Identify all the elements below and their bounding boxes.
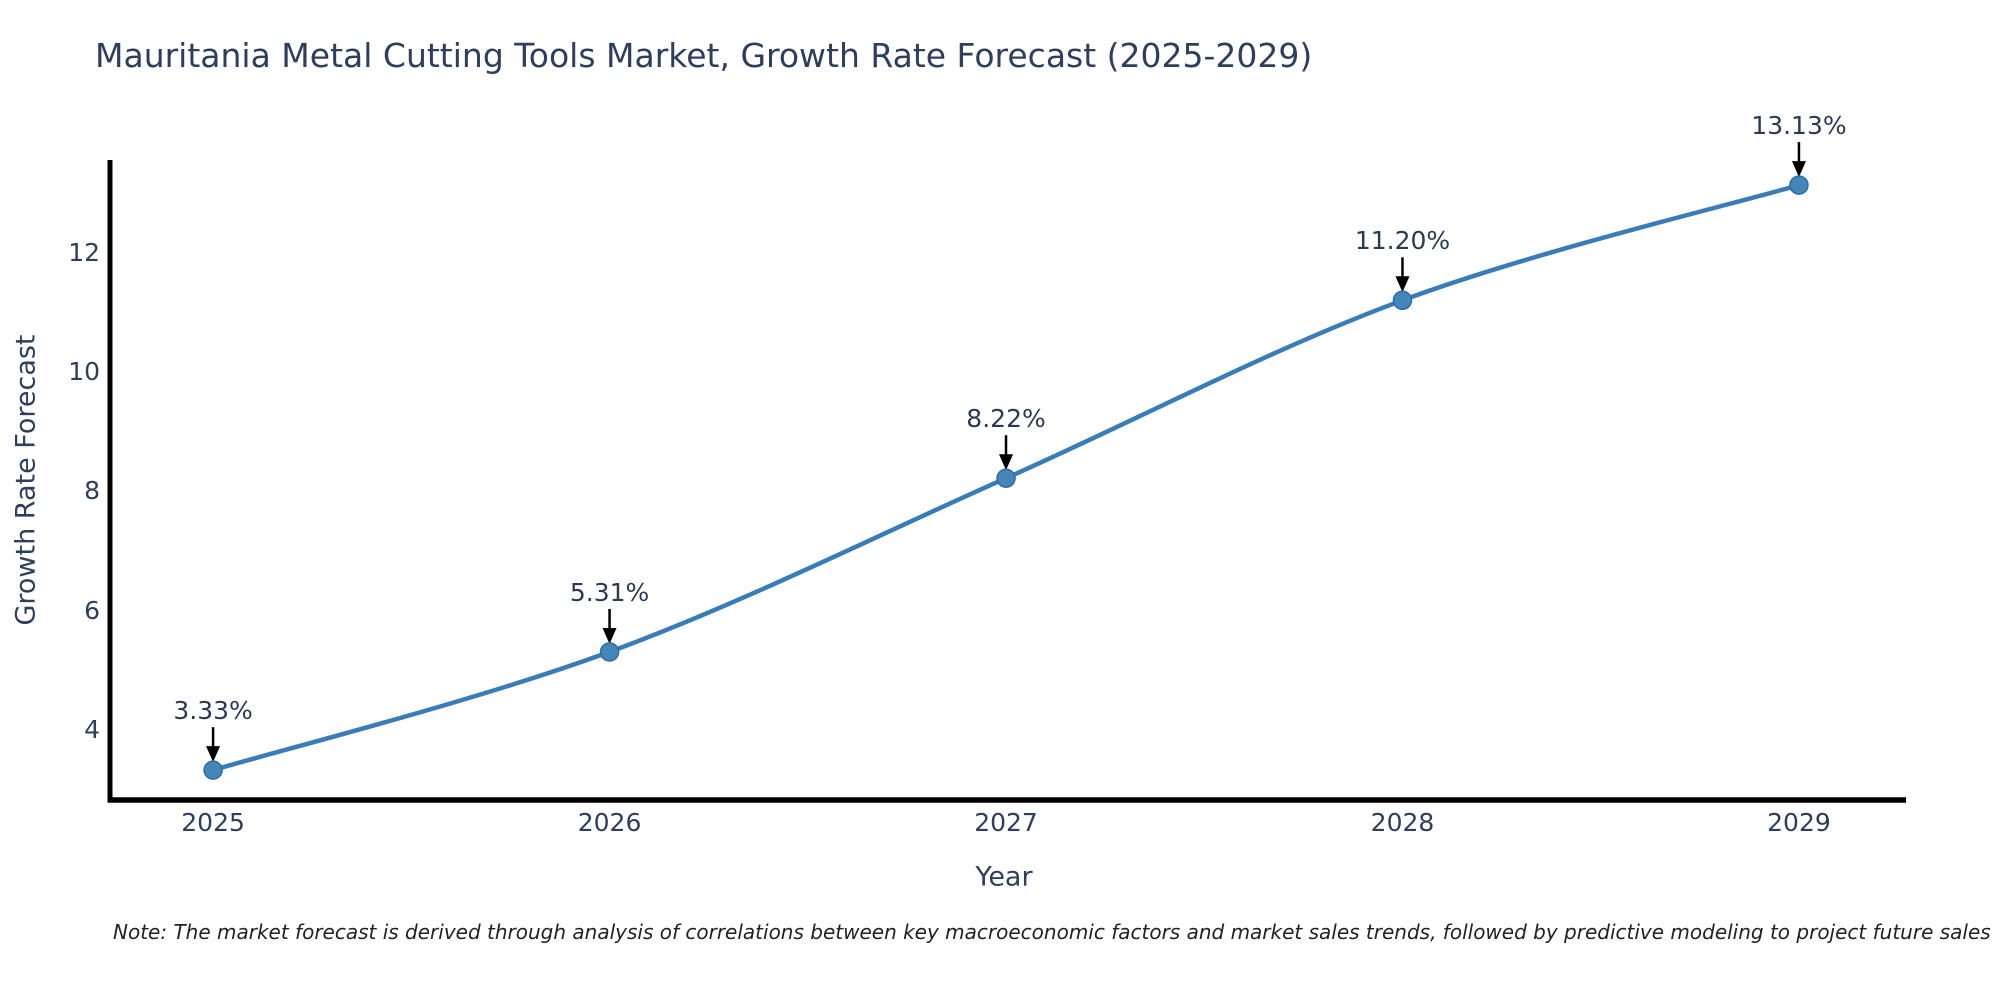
annotation-arrowhead: [999, 454, 1014, 471]
data-point-marker: [1392, 290, 1413, 311]
footnote: Note: The market forecast is derived thr…: [113, 920, 1991, 944]
y-tick-label: 6: [84, 595, 100, 625]
annotation-arrowhead: [1395, 276, 1410, 293]
x-tick-label: 2025: [181, 808, 245, 837]
data-point-marker: [203, 760, 223, 780]
data-point-label: 11.20%: [1354, 226, 1451, 256]
x-axis-label: Year: [975, 861, 1033, 893]
data-point-label: 13.13%: [1751, 111, 1847, 141]
y-tick-label: 8: [84, 476, 100, 506]
annotation-arrowhead: [1791, 161, 1806, 178]
x-tick-label: 2029: [1767, 808, 1831, 837]
data-point-marker: [599, 642, 620, 662]
chart-title: Mauritania Metal Cutting Tools Market, G…: [95, 36, 1313, 75]
annotation-arrowhead: [206, 746, 221, 763]
y-tick-label: 12: [68, 237, 100, 267]
x-tick-label: 2027: [974, 808, 1038, 837]
y-tick-label: 4: [84, 715, 100, 745]
data-point-marker: [996, 468, 1016, 488]
x-tick-label: 2026: [577, 808, 642, 837]
annotation-arrowhead: [602, 627, 617, 644]
x-tick-label: 2028: [1370, 808, 1435, 837]
y-tick-label: 10: [68, 356, 100, 386]
data-point-marker: [1789, 175, 1809, 195]
data-point-label: 5.31%: [569, 577, 650, 607]
data-point-label: 3.33%: [173, 696, 253, 726]
data-point-label: 8.22%: [966, 404, 1046, 434]
